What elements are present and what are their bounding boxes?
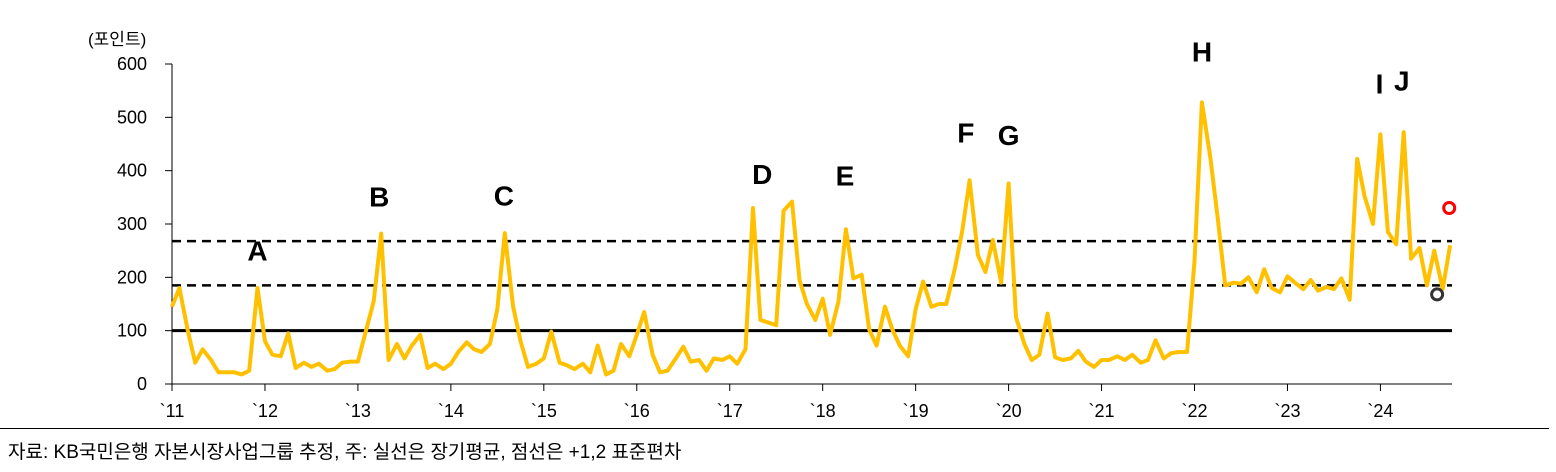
x-tick-label: `14 <box>438 401 464 421</box>
point-marker <box>1442 201 1457 215</box>
x-tick-label: `21 <box>1089 401 1115 421</box>
y-tick-label: 300 <box>117 214 147 234</box>
x-tick-label: `18 <box>810 401 836 421</box>
y-tick-label: 0 <box>137 374 147 394</box>
y-tick-label: 500 <box>117 107 147 127</box>
y-tick-labels: 0 100 200 300 400 500 600 <box>117 54 172 394</box>
event-label: D <box>752 159 772 190</box>
y-tick-label: 600 <box>117 54 147 74</box>
y-tick-label: 200 <box>117 267 147 287</box>
event-label: G <box>998 120 1020 151</box>
x-tick-label: `13 <box>345 401 371 421</box>
y-tick-label: 100 <box>117 321 147 341</box>
x-tick-label: `23 <box>1274 401 1300 421</box>
event-label: A <box>247 235 267 266</box>
event-label: H <box>1192 36 1212 67</box>
x-tick-label: `20 <box>996 401 1022 421</box>
x-tick-label: `15 <box>531 401 557 421</box>
event-label: B <box>369 181 389 212</box>
source-note: 자료: KB국민은행 자본시장사업그룹 추정, 주: 실선은 장기평균, 점선은… <box>8 442 682 463</box>
series-line <box>170 100 1453 377</box>
footer-separator <box>0 428 1549 429</box>
event-labels: A B C D E F G H I J <box>247 36 1409 266</box>
event-label: E <box>836 161 855 192</box>
event-label: C <box>494 180 514 211</box>
y-tick-label: 400 <box>117 161 147 181</box>
event-label: I <box>1376 68 1384 99</box>
x-tick-label: `12 <box>252 401 278 421</box>
y-axis-label: (포인트) <box>88 30 146 49</box>
event-label: F <box>957 117 974 148</box>
event-label: J <box>1394 66 1410 97</box>
x-tick-label: `22 <box>1182 401 1208 421</box>
point-markers <box>1430 201 1457 302</box>
x-tick-label: `24 <box>1367 401 1393 421</box>
x-tick-labels: `11 `12 `13 `14 `15 `16 `17 `18 `19 `20 `21 `22 `23 `… <box>160 384 1393 421</box>
x-tick-label: `16 <box>624 401 650 421</box>
x-tick-label: `19 <box>903 401 929 421</box>
x-tick-label: `11 <box>160 401 185 421</box>
point-marker <box>1430 287 1445 302</box>
x-tick-label: `17 <box>717 401 743 421</box>
